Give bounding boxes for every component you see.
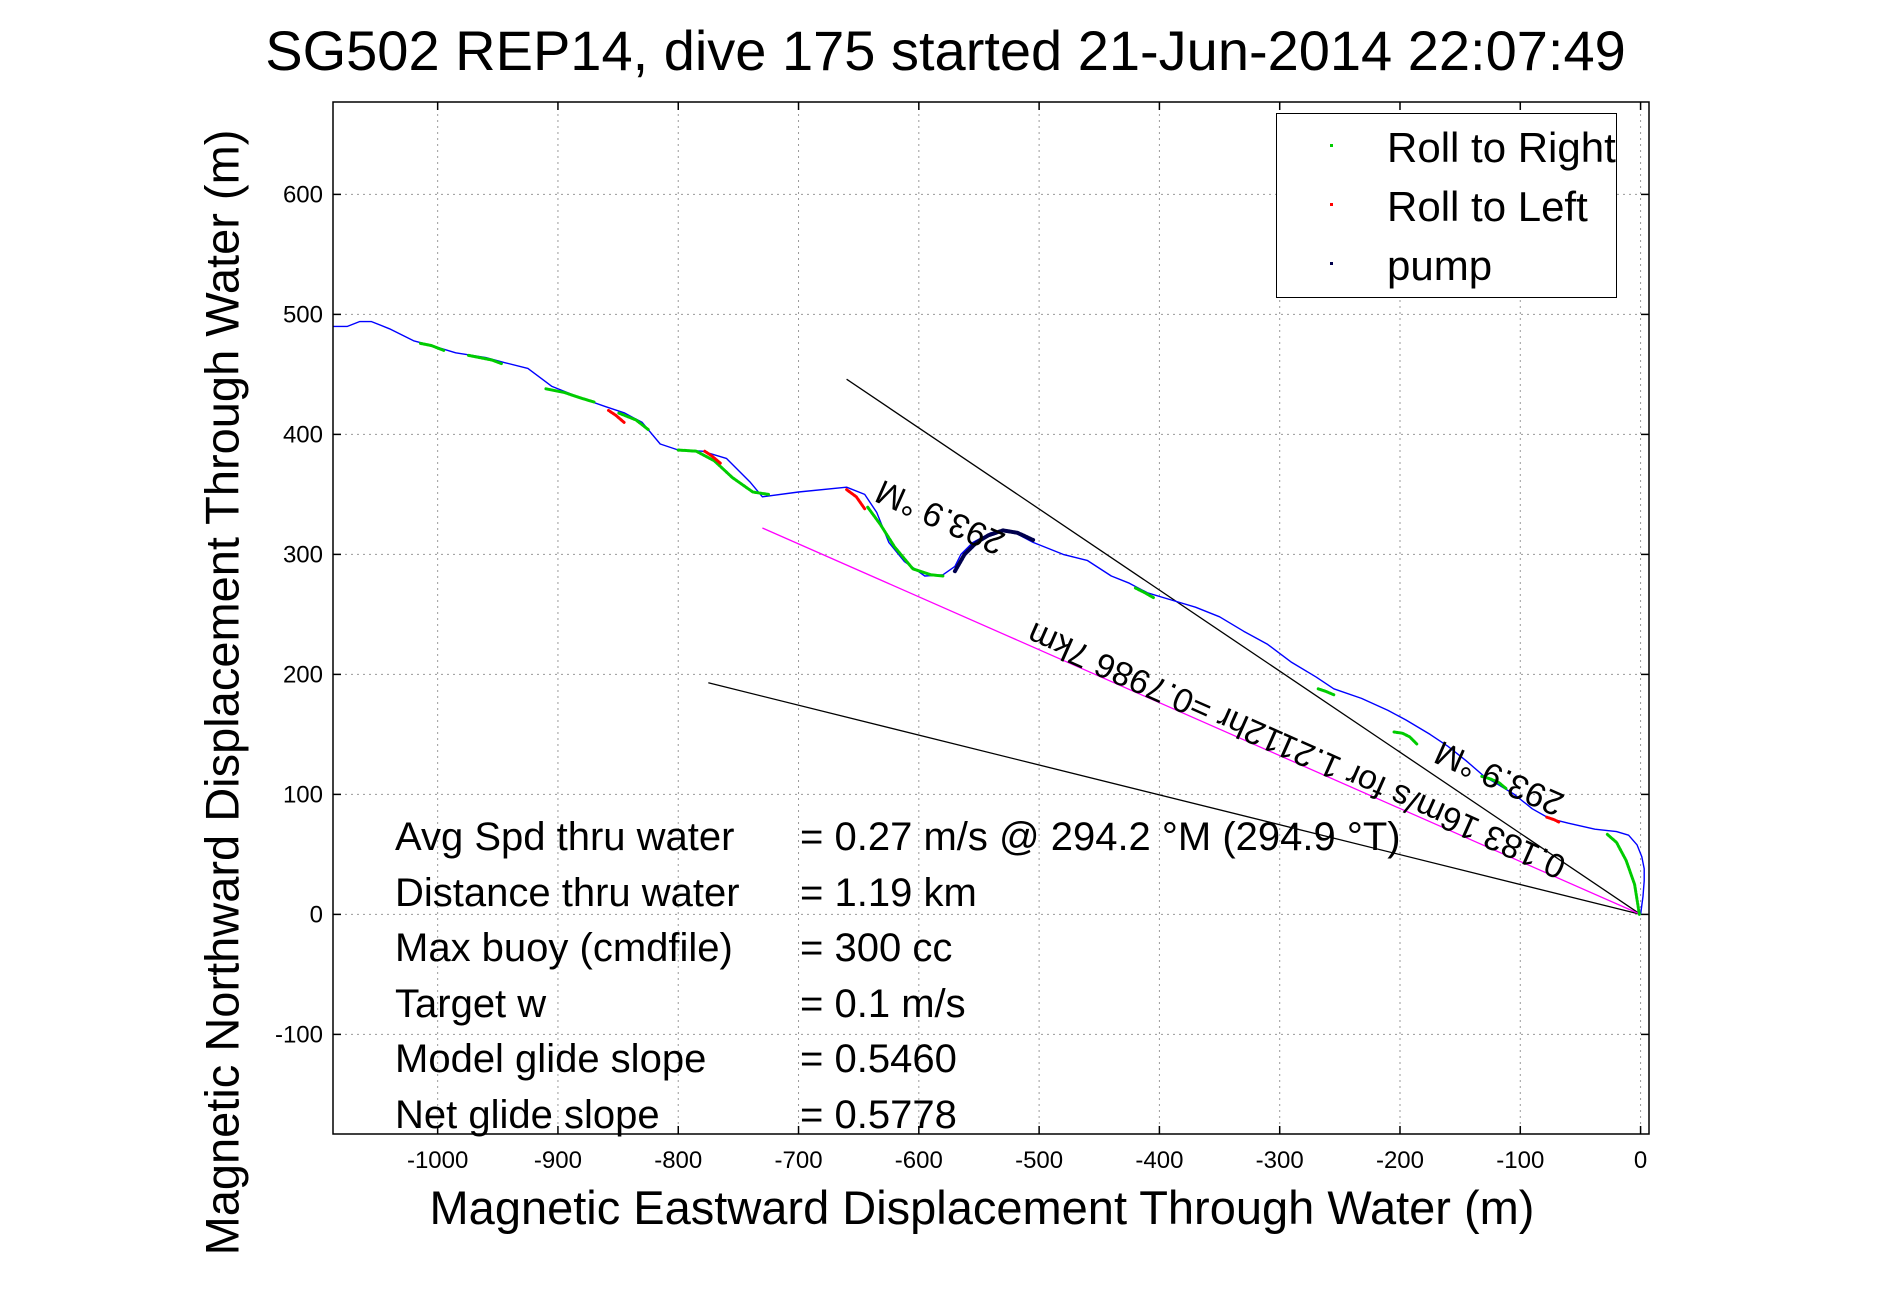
- roll-right-segment-10: [418, 341, 446, 352]
- legend-item-roll-left: Roll to Left: [1277, 177, 1616, 235]
- roll-left-segment-0: [1545, 815, 1561, 824]
- roll-right-segment-8: [544, 387, 596, 404]
- roll-right-segment-1: [1480, 774, 1508, 790]
- x-axis-ticks: -1000 -900 -800 -700 -600 -500 -400 -300 -200 -10…: [407, 102, 1647, 1174]
- reference-line-1: [708, 682, 1641, 916]
- legend-label-roll-left: Roll to Left: [1387, 183, 1588, 230]
- stat-label: Target w: [395, 981, 547, 1026]
- x-tick-label: -700: [775, 1147, 823, 1174]
- x-tick-label: -500: [1015, 1147, 1063, 1174]
- stat-value: = 0.5778: [800, 1092, 957, 1137]
- x-tick-label: -100: [1496, 1147, 1544, 1174]
- y-tick-label: 300: [283, 541, 323, 568]
- y-tick-label: 600: [283, 181, 323, 208]
- pump-segment-0: [952, 528, 1036, 574]
- stat-value: = 0.5460: [800, 1037, 957, 1081]
- legend-marker-pump: [1330, 262, 1333, 265]
- y-tick-label: 200: [283, 661, 323, 688]
- roll-right-segment-5: [865, 504, 945, 578]
- y-axis-label: Magnetic Northward Displacement Through …: [195, 129, 249, 1256]
- stat-label: Distance thru water: [395, 870, 740, 915]
- stat-value: = 300 cc: [800, 926, 953, 970]
- y-tick-label: 0: [310, 901, 323, 928]
- roll-right-segment-7: [616, 411, 650, 432]
- x-tick-label: -400: [1135, 1147, 1183, 1174]
- reference-lines: [708, 378, 1641, 916]
- legend-item-pump: pump: [1277, 236, 1616, 294]
- x-axis-label: Magnetic Eastward Displacement Through W…: [429, 1181, 1535, 1234]
- marker-segments: [418, 341, 1641, 916]
- y-tick-label: 100: [283, 781, 323, 808]
- legend: Roll to Right Roll to Left pump: [1276, 113, 1617, 298]
- roll-right-segment-4: [1133, 586, 1155, 600]
- stat-label: Model glide slope: [395, 1037, 707, 1081]
- x-tick-label: -300: [1256, 1147, 1304, 1174]
- x-tick-label: 0: [1634, 1147, 1647, 1174]
- x-tick-label: -200: [1376, 1147, 1424, 1174]
- legend-item-roll-right: Roll to Right: [1277, 118, 1616, 176]
- y-axis-ticks: -100 0 100 200 300 400 500 600: [275, 181, 1649, 1048]
- y-tick-label: -100: [275, 1021, 323, 1048]
- plot-area-border: [332, 101, 1650, 1135]
- legend-marker-roll-left: [1330, 203, 1333, 206]
- y-tick-label: 400: [283, 421, 323, 448]
- legend-label-pump: pump: [1387, 242, 1493, 289]
- roll-right-segment-0: [1605, 832, 1641, 916]
- stat-label: Avg Spd thru water: [395, 815, 735, 859]
- reference-line-2: [762, 527, 1641, 915]
- roll-right-segment-3: [1316, 687, 1336, 697]
- roll-left-segment-1: [845, 488, 867, 511]
- y-tick-label: 500: [283, 301, 323, 328]
- stat-label: Max buoy (cmdfile): [395, 926, 733, 970]
- x-tick-label: -1000: [407, 1147, 468, 1174]
- stat-value: = 1.19 km: [800, 870, 977, 915]
- roll-right-segment-9: [466, 353, 503, 366]
- stat-value: = 0.1 m/s: [800, 981, 966, 1026]
- roll-right-segment-2: [1392, 730, 1419, 746]
- x-tick-label: -900: [534, 1147, 582, 1174]
- roll-left-segment-2: [703, 449, 722, 465]
- legend-marker-roll-right: [1330, 144, 1333, 147]
- chart-title: SG502 REP14, dive 175 started 21-Jun-201…: [265, 19, 1626, 82]
- stat-label: Net glide slope: [395, 1092, 660, 1137]
- legend-label-roll-right: Roll to Right: [1387, 124, 1616, 171]
- grid-lines: [333, 102, 1649, 1134]
- x-tick-label: -800: [654, 1147, 702, 1174]
- x-tick-label: -600: [895, 1147, 943, 1174]
- roll-right-segment-6: [676, 448, 770, 496]
- stat-value: = 0.27 m/s @ 294.2 °M (294.9 °T): [800, 815, 1401, 859]
- roll-left-segment-3: [607, 408, 626, 424]
- reference-line-0: [846, 378, 1641, 915]
